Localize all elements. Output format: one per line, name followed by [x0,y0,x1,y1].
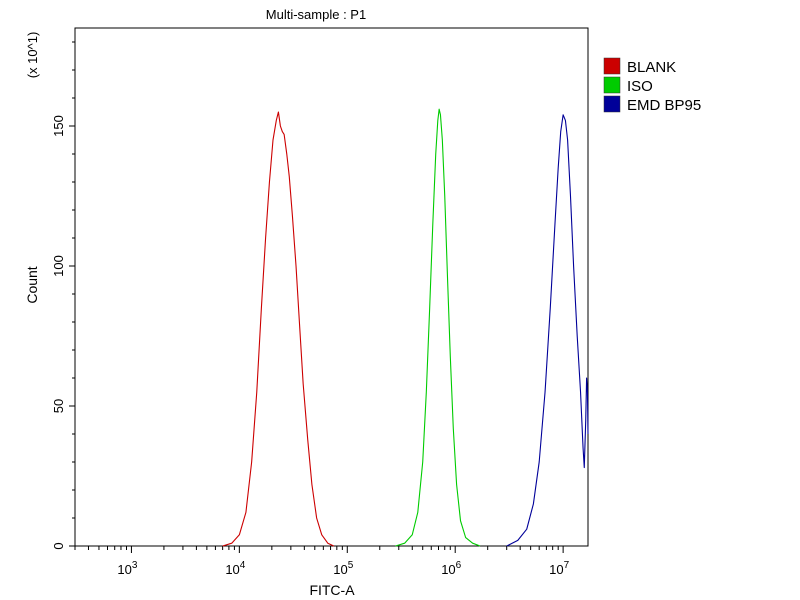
legend-label: BLANK [627,59,676,76]
y-tick-label: 100 [51,255,66,277]
x-tick-label: 106 [441,560,461,577]
x-axis-label: FITC-A [309,582,355,598]
y-axis: 0 50 100 150 [51,41,75,550]
x-tick-label: 105 [333,560,353,577]
x-tick-label: 104 [225,560,245,577]
series-line-blank [222,111,335,547]
legend-swatch [603,57,621,75]
series-layer [222,108,589,547]
legend: BLANK ISO EMD BP95 [603,57,701,114]
legend-swatch [603,76,621,94]
y-tick-label: 150 [51,115,66,137]
y-axis-label: Count [24,266,40,303]
legend-label: EMD BP95 [627,97,701,114]
legend-label: ISO [627,78,653,95]
y-tick-label: 50 [51,399,66,413]
y-tick-label: 0 [51,542,66,549]
x-axis: 103 104 105 106 107 [74,546,570,577]
series-line-emd-bp95 [506,114,589,547]
x-tick-label: 107 [549,560,569,577]
y-multiplier-label: (x 10^1) [25,32,40,79]
x-tick-label: 103 [117,560,137,577]
plot-area-frame [74,27,589,547]
series-line-iso [395,108,481,547]
legend-swatch [603,95,621,113]
chart-title: Multi-sample : P1 [266,7,366,22]
